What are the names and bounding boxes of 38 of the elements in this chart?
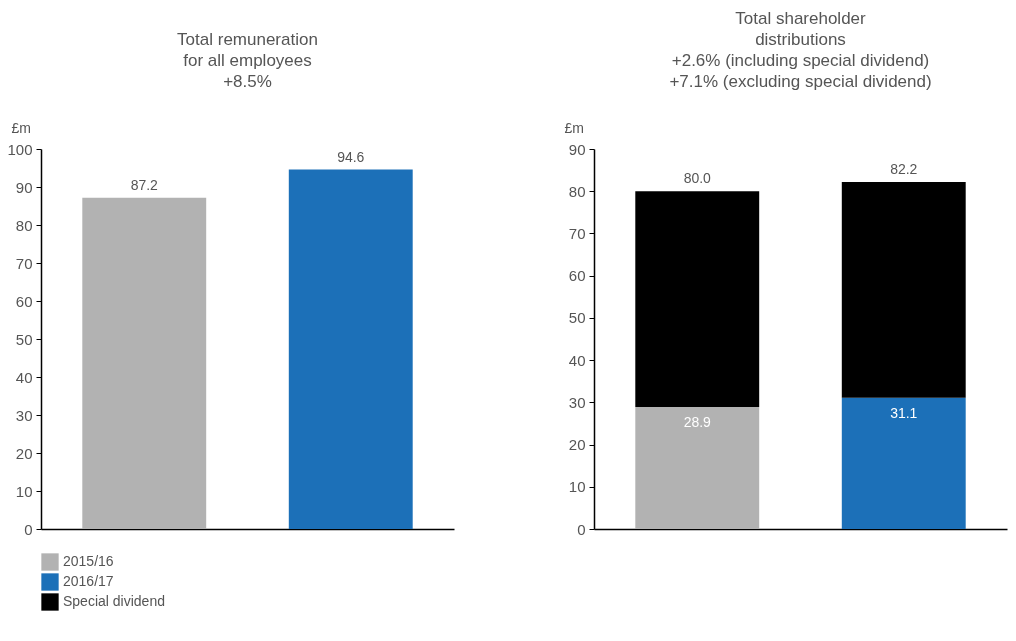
y-tick-label: 0 <box>24 520 33 538</box>
y-axis-title: £m <box>564 119 584 136</box>
y-tick-label: 50 <box>15 330 33 348</box>
data-label: 87.2 <box>130 176 159 193</box>
y-tick-label: 50 <box>568 309 586 327</box>
total-label: 80.0 <box>683 170 712 187</box>
y-tick-label: 20 <box>568 436 586 454</box>
data-label: 94.6 <box>337 148 365 165</box>
y-tick-label: 60 <box>568 267 586 285</box>
y-tick-label: 80 <box>568 182 586 200</box>
y-tick-label: 100 <box>7 140 33 158</box>
y-tick-label: 10 <box>568 478 586 496</box>
bar <box>635 406 760 529</box>
total-label: 82.2 <box>890 160 918 177</box>
y-tick-label: 40 <box>568 351 586 369</box>
bar <box>635 191 760 407</box>
data-label: 28.9 <box>683 413 712 430</box>
y-tick-label: 90 <box>15 178 33 196</box>
y-tick-label: 80 <box>15 216 33 234</box>
bar <box>841 397 966 529</box>
y-tick-label: 30 <box>15 406 33 424</box>
y-tick-label: 0 <box>577 520 586 538</box>
y-tick-label: 70 <box>15 254 33 272</box>
y-tick-label: 70 <box>568 224 586 242</box>
bar <box>841 181 966 398</box>
data-label: 31.1 <box>890 404 918 421</box>
y-axis-title: £m <box>11 119 31 136</box>
y-tick-label: 40 <box>15 368 33 386</box>
y-tick-label: 90 <box>568 140 586 158</box>
y-tick-label: 20 <box>15 444 33 462</box>
chart-title: Total shareholder distributions +2.6% (including special dividend) +7.1% (excluding special dividend) <box>669 9 932 91</box>
y-tick-label: 60 <box>15 292 33 310</box>
chart-title: Total remuneration for all employees +8.5% <box>177 30 318 91</box>
legend-label: 2015/16 <box>63 553 114 569</box>
y-tick-label: 30 <box>568 393 586 411</box>
legend-label: 2016/17 <box>63 573 114 589</box>
y-tick-label: 10 <box>15 482 33 500</box>
legend-label: Special dividend <box>63 593 165 609</box>
